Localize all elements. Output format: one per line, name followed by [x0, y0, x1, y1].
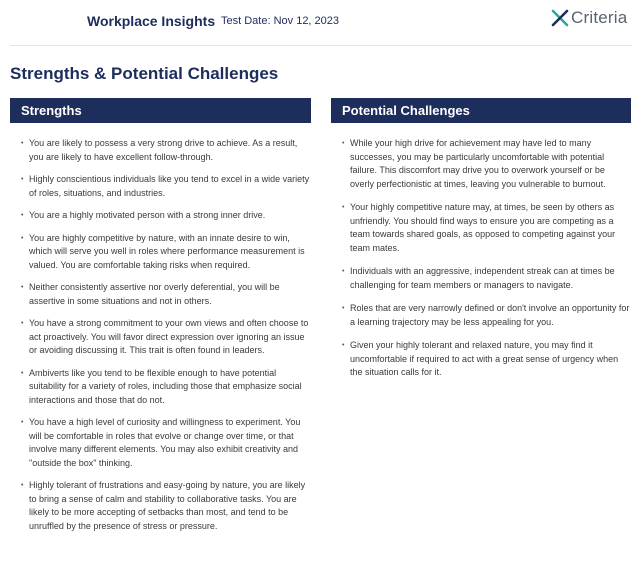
page-title: Strengths & Potential Challenges — [10, 64, 279, 83]
strength-item: Ambiverts like you tend to be flexible e… — [21, 367, 311, 408]
criteria-logo: Criteria — [550, 7, 627, 29]
strength-item: You are highly competitive by nature, wi… — [21, 232, 311, 273]
challenges-list: While your high drive for achievement ma… — [331, 137, 631, 380]
criteria-x-logo-icon — [551, 9, 569, 27]
strength-item: You are a highly motivated person with a… — [21, 209, 311, 223]
logo-text: Criteria — [571, 8, 628, 27]
strength-item: You are likely to possess a very strong … — [21, 137, 311, 164]
strength-item: You have a strong commitment to your own… — [21, 317, 311, 358]
challenges-heading: Potential Challenges — [331, 98, 631, 123]
strength-item: You have a high level of curiosity and w… — [21, 416, 311, 470]
challenges-section: Potential Challenges While your high dri… — [331, 98, 631, 390]
test-date: Test Date: Nov 12, 2023 — [221, 15, 340, 27]
report-brand: Workplace Insights — [87, 13, 216, 29]
strengths-list: You are likely to possess a very strong … — [10, 137, 311, 533]
challenge-item: Your highly competitive nature may, at t… — [342, 201, 631, 255]
strengths-heading: Strengths — [10, 98, 311, 123]
strengths-section: Strengths You are likely to possess a ve… — [10, 98, 311, 542]
challenge-item: Roles that are very narrowly defined or … — [342, 302, 631, 329]
strength-item: Highly tolerant of frustrations and easy… — [21, 479, 311, 533]
challenge-item: Given your highly tolerant and relaxed n… — [342, 339, 631, 380]
report-header: Workplace Insights Test Date: Nov 12, 20… — [0, 0, 642, 46]
strength-item: Highly conscientious individuals like yo… — [21, 173, 311, 200]
challenge-item: Individuals with an aggressive, independ… — [342, 265, 631, 292]
challenge-item: While your high drive for achievement ma… — [342, 137, 631, 191]
strength-item: Neither consistently assertive nor overl… — [21, 281, 311, 308]
header-divider — [10, 45, 632, 46]
